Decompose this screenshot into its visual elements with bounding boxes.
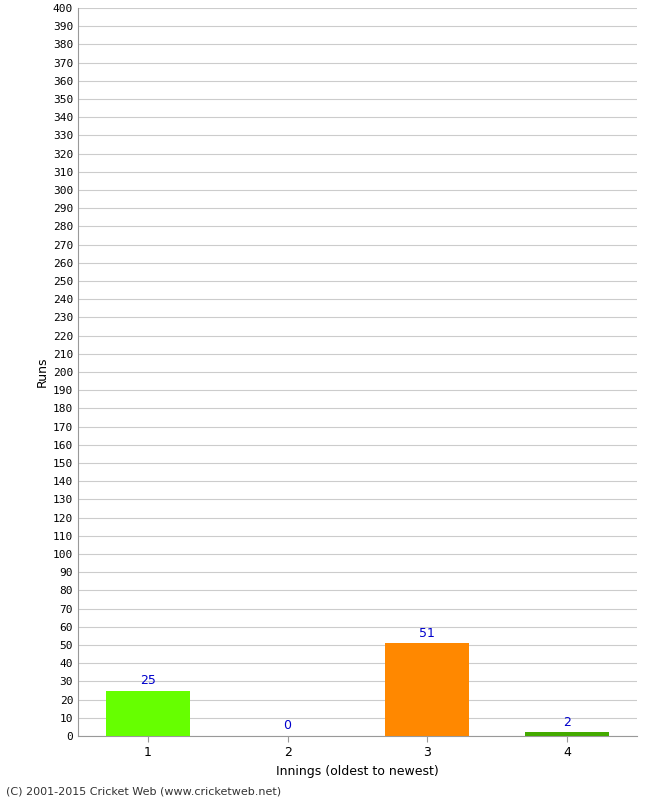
Bar bbox=[106, 690, 190, 736]
Text: 25: 25 bbox=[140, 674, 156, 687]
Text: 51: 51 bbox=[419, 626, 436, 639]
Text: (C) 2001-2015 Cricket Web (www.cricketweb.net): (C) 2001-2015 Cricket Web (www.cricketwe… bbox=[6, 786, 281, 796]
Y-axis label: Runs: Runs bbox=[36, 357, 49, 387]
Bar bbox=[525, 732, 609, 736]
Text: 0: 0 bbox=[283, 719, 292, 732]
X-axis label: Innings (oldest to newest): Innings (oldest to newest) bbox=[276, 765, 439, 778]
Bar bbox=[385, 643, 469, 736]
Text: 2: 2 bbox=[563, 716, 571, 729]
